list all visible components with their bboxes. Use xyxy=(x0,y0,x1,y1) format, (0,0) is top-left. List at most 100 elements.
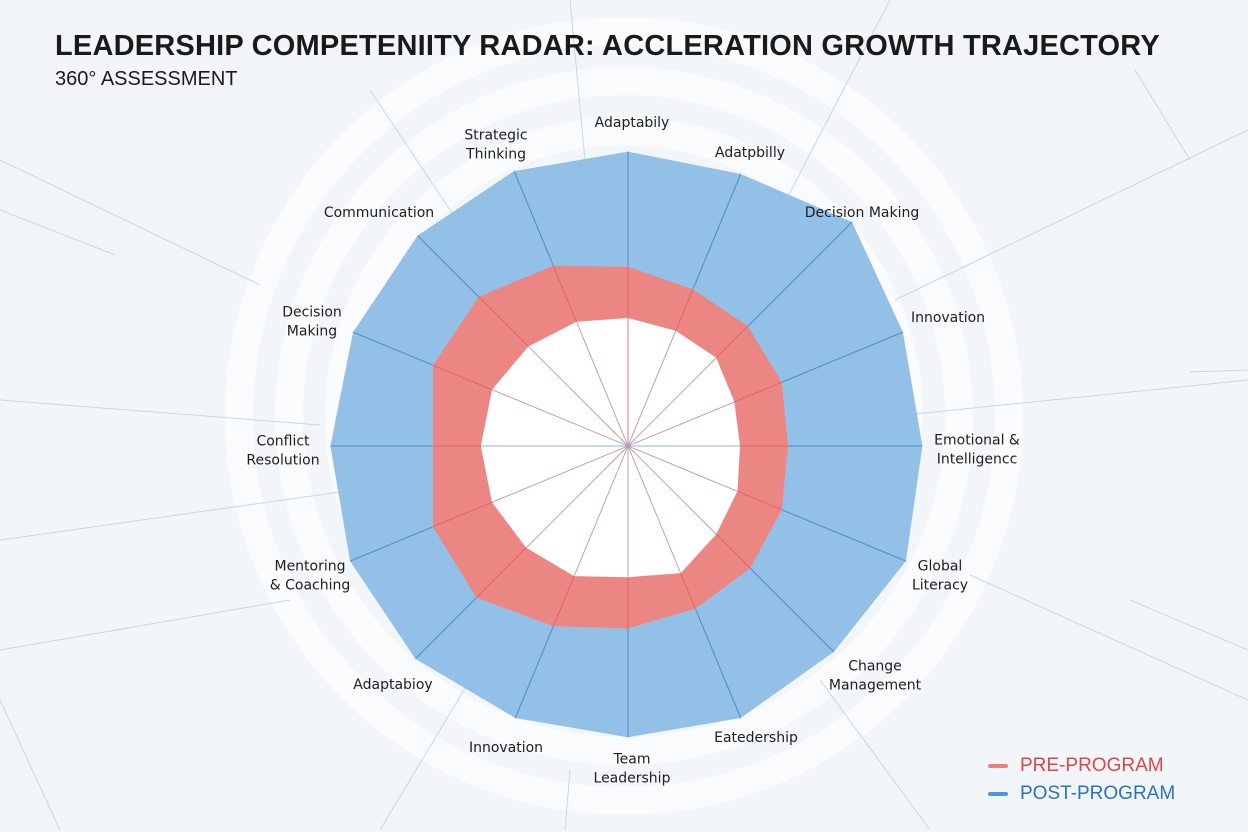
post-point xyxy=(833,651,835,653)
axis-spoke-center xyxy=(627,330,677,447)
post-point xyxy=(513,170,515,172)
pre-point xyxy=(787,445,789,447)
axis-label: Eatedership xyxy=(714,730,798,746)
bg-line xyxy=(1134,69,1191,161)
axis-label: Emotional & Intelligencc xyxy=(934,433,1020,468)
post-point xyxy=(905,560,907,562)
post-point xyxy=(352,331,354,333)
axis-spoke-center xyxy=(627,445,717,535)
axis-label-line: & Coaching xyxy=(270,578,351,594)
axis-label-line: Strategic xyxy=(464,128,527,144)
pre-point xyxy=(552,265,554,267)
axis-label-line: Making xyxy=(287,324,337,340)
bg-line xyxy=(874,379,1248,419)
bg-line xyxy=(0,159,261,286)
bg-line xyxy=(819,679,931,831)
axis-label-line: Management xyxy=(829,678,922,694)
axis-label-line: Adaptabioy xyxy=(353,677,432,693)
pre-point xyxy=(478,296,480,298)
legend: PRE-PROGRAM POST-PROGRAM xyxy=(988,752,1175,808)
legend-item-pre: PRE-PROGRAM xyxy=(988,752,1175,780)
axis-label: Adaptabioy xyxy=(353,677,432,693)
axis-spoke-center xyxy=(576,321,629,447)
axis-label-line: Thinking xyxy=(465,147,526,163)
axis-label: Global Literacy xyxy=(912,559,968,594)
pre-point xyxy=(432,526,434,528)
pre-point xyxy=(781,509,783,511)
axis-spoke-center xyxy=(528,346,629,447)
axis-spoke-center xyxy=(627,445,738,492)
axis-label: Innovation xyxy=(911,310,985,326)
axis-label-line: Communication xyxy=(324,205,434,221)
bg-ring xyxy=(225,17,1023,815)
legend-swatch-post xyxy=(988,792,1008,796)
axis-label-line: Global xyxy=(918,559,963,575)
post-point xyxy=(329,445,331,447)
axis-label-line: Innovation xyxy=(469,740,543,756)
post-point xyxy=(514,717,516,719)
bg-line xyxy=(0,599,291,651)
pre-point xyxy=(627,627,629,629)
axis-label: Adatpbilly xyxy=(715,145,785,161)
pre-point xyxy=(432,364,434,366)
bg-ring xyxy=(275,67,973,765)
pre-point xyxy=(694,608,696,610)
bg-line xyxy=(1129,599,1248,651)
axis-label-line: Adaptabily xyxy=(595,115,670,131)
axis-label-line: Eatedership xyxy=(714,730,798,746)
axis-label-line: Change xyxy=(848,659,902,675)
legend-swatch-pre xyxy=(988,764,1008,768)
legend-label-pre: PRE-PROGRAM xyxy=(1020,755,1164,776)
bg-line xyxy=(0,484,391,541)
axis-label-line: Intelligencc xyxy=(937,452,1018,468)
axis-spoke-center xyxy=(525,445,629,549)
axis-label: Decision Making xyxy=(282,305,342,340)
bg-line xyxy=(564,769,571,831)
axis-label: Mentoring & Coaching xyxy=(270,559,351,594)
axis-label-line: Resolution xyxy=(246,453,319,469)
post-point xyxy=(740,717,742,719)
post-point xyxy=(627,151,629,153)
axis-spoke-center xyxy=(627,357,717,447)
axis-spoke-center xyxy=(573,445,629,577)
post-point xyxy=(349,560,351,562)
post-point xyxy=(627,736,629,738)
axis-label-line: Conflict xyxy=(256,434,310,450)
axis-label: Strategic Thinking xyxy=(464,128,527,163)
axis-label-line: Mentoring xyxy=(274,559,345,575)
axis-label-line: Emotional & xyxy=(934,433,1020,449)
page-title: LEADERSHIP COMPETENIITY RADAR: ACCLERATI… xyxy=(55,30,1160,62)
bg-line xyxy=(1189,369,1248,373)
legend-label-post: POST-PROGRAM xyxy=(1020,783,1176,804)
post-point xyxy=(414,658,416,660)
axis-label-line: Leadership xyxy=(594,771,671,787)
axis-label-line: Decision Making xyxy=(805,205,919,221)
axis-label-line: Decision xyxy=(282,305,342,321)
pre-point xyxy=(692,288,694,290)
axis-label: Conflict Resolution xyxy=(246,434,319,469)
bg-line xyxy=(0,399,321,426)
bg-line xyxy=(0,699,61,831)
axis-spoke-center xyxy=(627,445,682,574)
post-point xyxy=(921,445,923,447)
axis-label-line: Innovation xyxy=(911,310,985,326)
post-point xyxy=(417,235,419,237)
axis-label: Change Management xyxy=(829,659,922,694)
post-point xyxy=(740,173,742,175)
page-subtitle: 360° ASSESSMENT xyxy=(55,68,238,90)
post-point xyxy=(902,331,904,333)
axis-spoke-center xyxy=(491,389,629,447)
axis-label-line: Adatpbilly xyxy=(715,145,785,161)
bg-line xyxy=(969,574,1248,701)
pre-point xyxy=(475,597,477,599)
axis-spoke-center xyxy=(627,401,735,447)
pre-point xyxy=(552,625,554,627)
pre-point xyxy=(432,445,434,447)
axis-spoke-center xyxy=(491,445,629,503)
pre-point xyxy=(749,567,751,569)
axis-label-line: Literacy xyxy=(912,578,968,594)
axis-label: Adaptabily xyxy=(595,115,670,131)
axis-label: Decision Making xyxy=(805,205,919,221)
legend-item-post: POST-PROGRAM xyxy=(988,780,1175,808)
